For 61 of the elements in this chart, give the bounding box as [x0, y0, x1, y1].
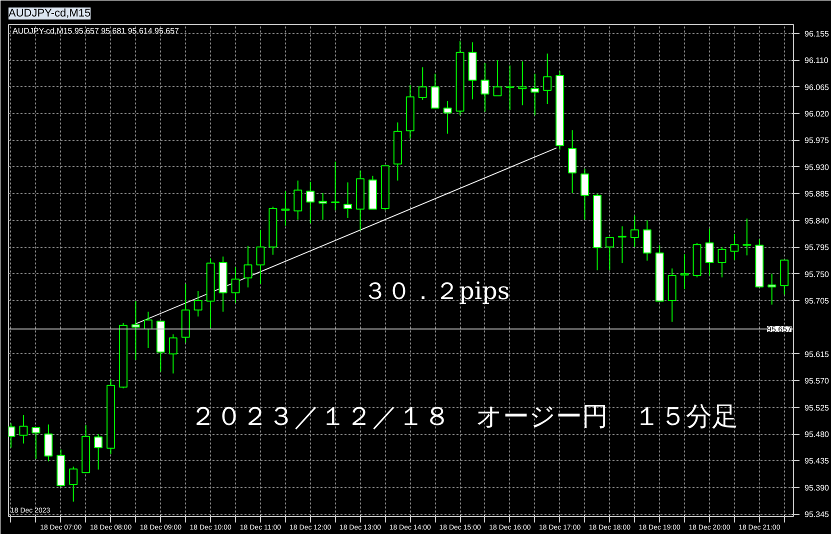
candlestick — [730, 234, 739, 261]
y-tick-label: 96.110 — [804, 56, 829, 66]
candlestick — [244, 245, 252, 288]
candlestick — [506, 64, 514, 110]
candlestick — [344, 182, 352, 218]
candlestick — [418, 66, 427, 100]
candlestick — [443, 100, 452, 134]
chart-title: AUDJPY-cd,M15 — [8, 8, 91, 20]
y-tick-label: 95.390 — [804, 483, 830, 492]
candlestick — [680, 254, 689, 290]
candlestick — [530, 73, 540, 116]
candlestick — [281, 190, 290, 226]
y-tick-label: 95.930 — [804, 162, 830, 172]
candlestick — [768, 273, 776, 306]
candlestick — [493, 60, 502, 96]
y-tick-label: 95.615 — [804, 350, 830, 359]
y-tick-label: 95.750 — [804, 270, 830, 279]
y-tick-label: 95.435 — [804, 456, 830, 466]
y-tick-label: 95.480 — [804, 430, 830, 440]
candlestick — [580, 168, 590, 220]
y-tick-label: 95.975 — [804, 136, 830, 146]
y-tick-label: 95.795 — [804, 243, 830, 252]
y-tick-label: 95.885 — [804, 190, 830, 199]
candlestick — [480, 62, 490, 112]
candlestick — [194, 290, 202, 317]
annotation: ２０２３／１２／１８ オージー円 １５分足 — [190, 402, 738, 432]
candlestick — [231, 266, 240, 304]
candlestick — [618, 226, 626, 264]
candlestick — [69, 466, 78, 502]
candlestick — [131, 300, 140, 360]
candlestick — [19, 414, 28, 444]
candlestick — [144, 311, 152, 348]
candlestick — [306, 181, 315, 224]
candlestick — [44, 424, 53, 462]
y-tick-label: 95.840 — [804, 216, 830, 226]
y-tick-label: 95.570 — [804, 376, 830, 386]
candlestick — [642, 220, 652, 262]
chart-subtitle: AUDJPY-cd,M15 95.657 95.681 95.614 95.657 — [12, 26, 180, 36]
candlestick — [168, 334, 178, 374]
candlestick — [518, 60, 527, 106]
candlestick — [94, 434, 103, 470]
y-tick-label: 96.155 — [804, 29, 830, 38]
candlestick — [543, 53, 552, 105]
ref-line-label: 95.657 — [767, 324, 792, 334]
y-tick-label: 96.020 — [804, 110, 830, 119]
candlestick — [705, 228, 714, 276]
y-tick-label: 96.065 — [804, 82, 830, 92]
annotation: ３０．２pips — [362, 276, 510, 305]
candlestick — [318, 192, 328, 220]
y-tick-label: 95.525 — [804, 403, 830, 412]
candlestick — [742, 218, 752, 256]
candlestick — [32, 426, 40, 460]
candlestick — [256, 229, 265, 284]
candlestick — [331, 161, 340, 211]
candlestick — [430, 73, 440, 109]
candlestick — [630, 215, 639, 248]
y-tick-label: 95.705 — [804, 296, 830, 306]
y-tick-label: 95.345 — [804, 510, 830, 520]
candlestick — [605, 237, 614, 271]
candlestick — [718, 246, 726, 278]
candlestick — [294, 180, 302, 220]
